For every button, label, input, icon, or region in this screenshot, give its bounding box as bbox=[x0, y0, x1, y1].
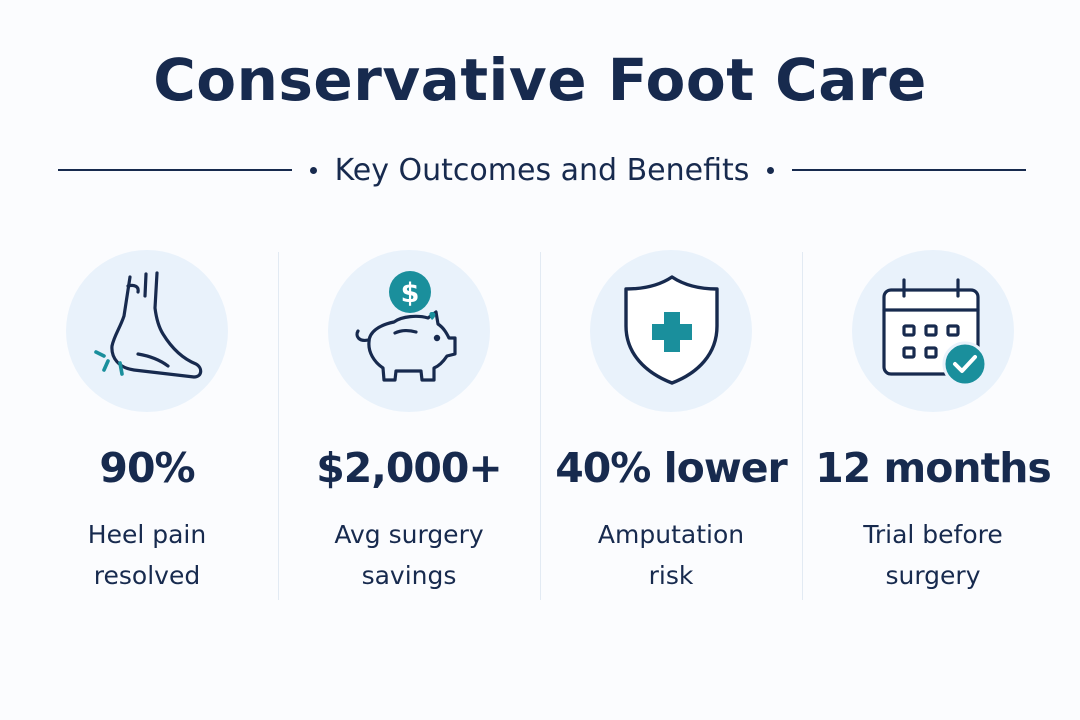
left-rule bbox=[58, 169, 292, 171]
column-divider bbox=[802, 252, 803, 600]
stat-value: 90% bbox=[99, 444, 195, 492]
left-dot bbox=[309, 166, 317, 174]
stat-label-line: savings bbox=[361, 561, 457, 590]
calendar-check-icon bbox=[882, 278, 988, 387]
icon-circle: $ bbox=[328, 250, 490, 412]
piggy-bank-icon: $ bbox=[355, 271, 457, 382]
shield-cross-icon bbox=[624, 275, 719, 385]
stat-value: $2,000+ bbox=[316, 444, 503, 492]
right-dot bbox=[767, 166, 775, 174]
subtitle-row: Key Outcomes and Benefits bbox=[58, 148, 1027, 192]
stat-label: Heel pain resolved bbox=[16, 514, 278, 596]
stat-label: Amputation risk bbox=[540, 514, 802, 596]
icon-circle bbox=[852, 250, 1014, 412]
stat-label-line: Heel pain bbox=[87, 520, 207, 549]
icon-circle bbox=[590, 250, 752, 412]
stat-card-trial: 12 months Trial before surgery bbox=[802, 250, 1064, 600]
stat-label-line: Amputation bbox=[597, 520, 745, 549]
stat-value: 40% lower bbox=[555, 444, 788, 492]
stat-label: Avg surgery savings bbox=[278, 514, 540, 596]
column-divider bbox=[278, 252, 279, 600]
stat-label-line: surgery bbox=[885, 561, 981, 590]
foot-icon bbox=[94, 271, 203, 379]
stat-label-line: risk bbox=[648, 561, 694, 590]
svg-text:$: $ bbox=[401, 278, 420, 309]
stat-card-savings: $ $2,000+ Avg surgery savings bbox=[278, 250, 540, 600]
stat-label: Trial before surgery bbox=[802, 514, 1064, 596]
right-rule bbox=[792, 169, 1027, 171]
stat-cards: 90% Heel pain resolved $ bbox=[16, 250, 1064, 600]
stat-value: 12 months bbox=[815, 444, 1052, 492]
icon-circle bbox=[66, 250, 228, 412]
stat-label-line: Trial before bbox=[863, 520, 1003, 549]
stat-card-heel-pain: 90% Heel pain resolved bbox=[16, 250, 278, 600]
stat-label-line: resolved bbox=[93, 561, 201, 590]
page-title: Conservative Foot Care bbox=[153, 46, 927, 114]
stat-label-line: Avg surgery bbox=[334, 520, 484, 549]
column-divider bbox=[540, 252, 541, 600]
page-subtitle: Key Outcomes and Benefits bbox=[334, 152, 750, 188]
stat-card-amputation: 40% lower Amputation risk bbox=[540, 250, 802, 600]
